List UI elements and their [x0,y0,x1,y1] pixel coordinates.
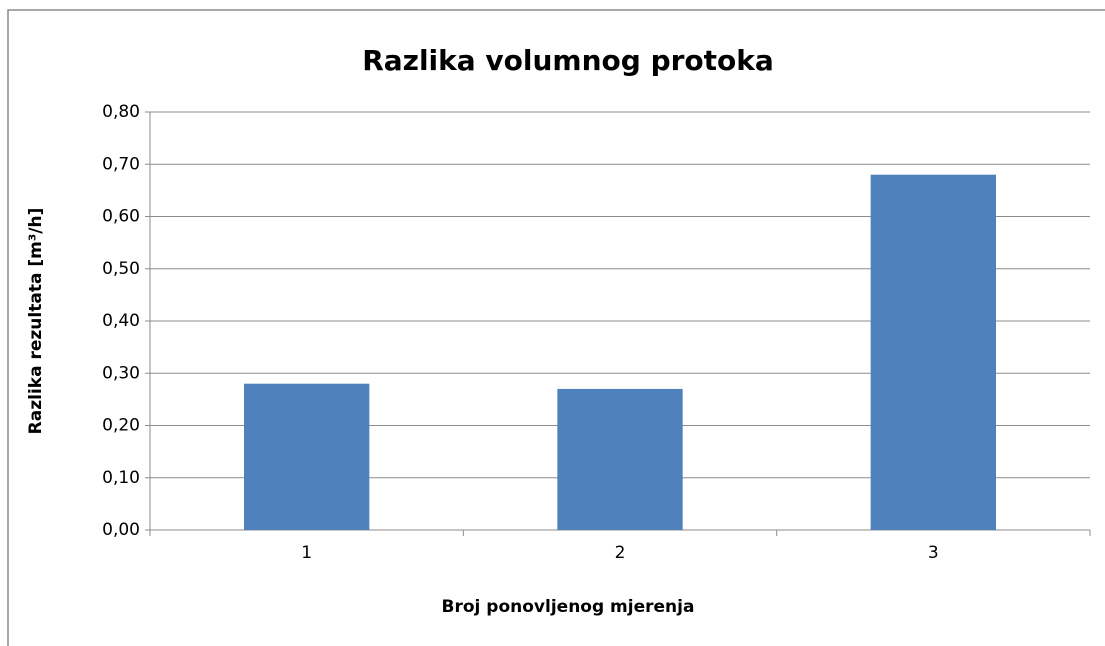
x-tick-label: 2 [615,543,626,563]
y-tick-label: 0,70 [102,154,140,174]
y-tick-label: 0,30 [102,363,140,383]
y-tick-label: 0,50 [102,259,140,279]
y-axis-title: Razlika rezultata [m³/h] [26,208,46,435]
y-tick-label: 0,40 [102,311,140,331]
y-tick-label: 0,60 [102,207,140,227]
y-tick-label: 0,80 [102,102,140,122]
bar [870,174,996,530]
y-tick-label: 0,20 [102,416,140,436]
bar [557,388,683,530]
y-tick-label: 0,00 [102,520,140,540]
x-tick-label: 3 [928,543,939,563]
chart-title: Razlika volumnog protoka [362,44,774,77]
chart-frame [7,9,1105,646]
x-tick-label: 1 [301,543,312,563]
bar [244,383,370,530]
x-axis-title: Broj ponovljenog mjerenja [442,597,695,617]
y-tick-label: 0,10 [102,468,140,488]
